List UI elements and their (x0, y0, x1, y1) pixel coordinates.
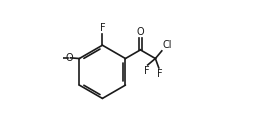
Text: F: F (100, 23, 105, 33)
Text: O: O (136, 27, 144, 37)
Text: F: F (157, 69, 162, 79)
Text: F: F (144, 66, 150, 76)
Text: O: O (66, 53, 73, 63)
Text: Cl: Cl (163, 40, 172, 50)
